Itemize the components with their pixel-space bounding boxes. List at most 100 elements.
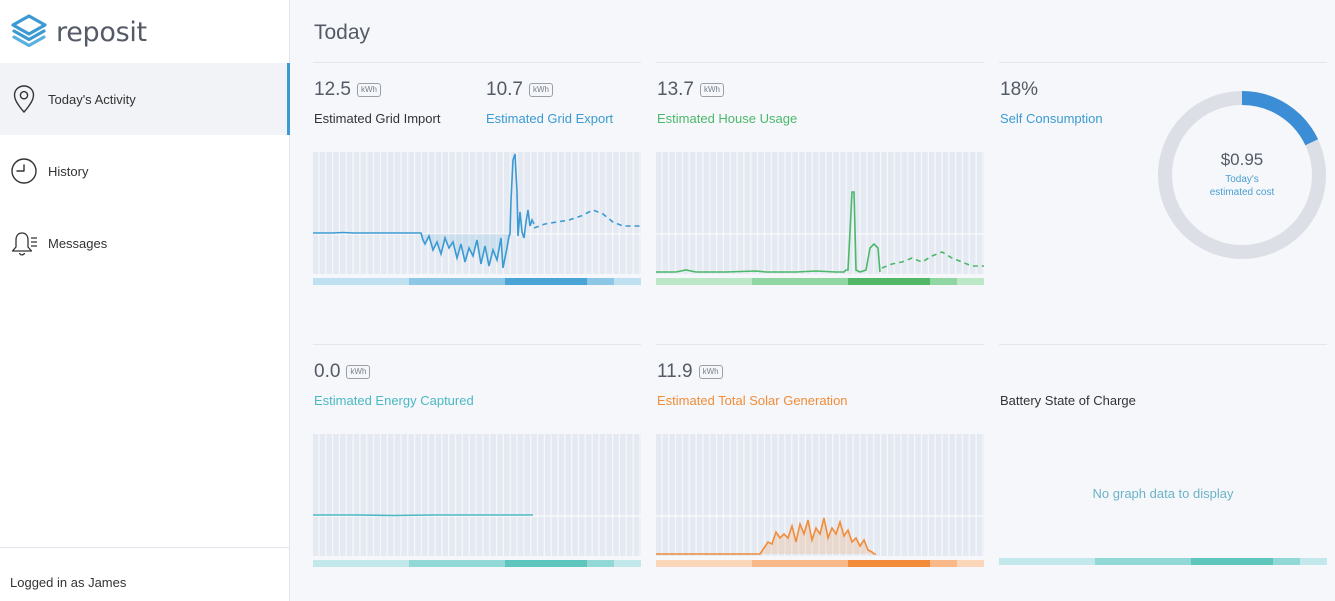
page-title: Today: [314, 21, 371, 44]
chart-column-gap: [695, 434, 697, 556]
time-segment: [614, 278, 641, 285]
chart-column-gap: [674, 434, 677, 556]
chart-column-gap: [893, 152, 895, 274]
chart-column-gap: [879, 152, 882, 274]
chart-column-gap: [475, 434, 477, 556]
battery-state-label: Battery State of Charge: [1000, 393, 1136, 408]
sidebar-nav: Today's Activity History Messages: [0, 63, 290, 279]
chart-column-gap: [530, 434, 532, 556]
time-segment: [1191, 558, 1273, 565]
self-consumption-label: Self Consumption: [1000, 111, 1103, 126]
reposit-logo-icon: [11, 14, 47, 48]
sidebar-item-label: Today's Activity: [48, 91, 136, 107]
chart-column-gap: [907, 152, 909, 274]
solar-generation-chart[interactable]: [656, 434, 984, 568]
chart-column-gap: [571, 152, 573, 274]
energy-captured-value: 0.0: [314, 361, 341, 382]
chart-plot-bg: [656, 152, 984, 274]
energy-captured-chart[interactable]: [313, 434, 641, 568]
chart-column-gap: [763, 434, 766, 556]
donut-arc: [1158, 91, 1326, 259]
chart-column-gap: [441, 152, 443, 274]
house-usage-chart[interactable]: [656, 152, 984, 286]
chart-column-gap: [948, 434, 950, 556]
chart-column-gap: [550, 152, 552, 274]
time-segment: [752, 278, 848, 285]
chart-column-gap: [756, 152, 759, 274]
chart-column-gap: [482, 152, 484, 274]
logged-in-status: Logged in as James: [0, 547, 289, 601]
solar-generation-label: Estimated Total Solar Generation: [657, 393, 848, 408]
time-segment: [957, 278, 984, 285]
chart-column-gap: [920, 152, 923, 274]
chart-column-gap: [791, 152, 793, 274]
chart-column-gap: [668, 434, 670, 556]
cost-caption-line1: Today's: [1225, 174, 1259, 185]
chart-column-gap: [338, 152, 341, 274]
logo[interactable]: reposit: [10, 12, 147, 52]
time-segment: [1300, 558, 1327, 565]
house-usage-forecast-line: [881, 251, 984, 269]
chart-column-gap: [825, 152, 827, 274]
chart-column-gap: [413, 152, 416, 274]
chart-column-gap: [516, 434, 518, 556]
chart-column-gap: [427, 152, 429, 274]
chart-column-gap: [859, 434, 861, 556]
chart-column-gap: [468, 152, 470, 274]
chart-plot-bg: [656, 434, 984, 556]
chart-column-gap: [941, 434, 943, 556]
grid-export-metric: 10.7 kWh: [486, 79, 553, 101]
chart-column-gap: [832, 152, 834, 274]
chart-column-gap: [934, 152, 936, 274]
cost-display: $0.95 Today's estimated cost: [1156, 150, 1328, 199]
chart-column-gap: [495, 434, 498, 556]
chart-column-gap: [598, 152, 600, 274]
house-usage-metric: 13.7 kWh: [657, 79, 724, 101]
chart-column-gap: [961, 152, 964, 274]
chart-plot-bg: [313, 434, 641, 556]
chart-column-gap: [420, 434, 423, 556]
chart-column-gap: [770, 152, 772, 274]
grid-export-label: Estimated Grid Export: [486, 111, 614, 126]
chart-column-gap: [743, 152, 745, 274]
cost-caption-line2: estimated cost: [1209, 187, 1275, 198]
chart-column-gap: [379, 152, 382, 274]
chart-column-gap: [454, 152, 457, 274]
chart-column-gap: [893, 434, 895, 556]
house-usage-card: 13.7 kWh Estimated House Usage: [656, 62, 984, 302]
grid-import-metric: 12.5 kWh: [314, 79, 381, 101]
chart-column-gap: [325, 152, 327, 274]
chart-column-gap: [982, 152, 984, 274]
chart-column-gap: [900, 152, 902, 274]
chart-column-gap: [372, 152, 375, 274]
time-segment: [848, 278, 930, 285]
time-segment: [930, 278, 957, 285]
chart-column-gap: [557, 434, 559, 556]
unit-badge: kWh: [528, 83, 553, 97]
chart-column-gap: [489, 434, 491, 556]
chart-column-gap: [632, 152, 634, 274]
chart-column-gap: [866, 152, 868, 274]
time-segment: [313, 560, 409, 567]
energy-captured-line: [313, 514, 533, 517]
chart-column-gap: [729, 152, 731, 274]
sidebar-item-todays-activity[interactable]: Today's Activity: [0, 63, 290, 135]
time-segment: [587, 278, 614, 285]
battery-state-card: Battery State of Charge: [999, 344, 1327, 584]
sidebar-item-history[interactable]: History: [0, 135, 290, 207]
grid-chart[interactable]: [313, 152, 641, 286]
chart-column-gap: [611, 434, 614, 556]
chart-column-gap: [954, 152, 957, 274]
energy-captured-metric: 0.0 kWh: [314, 361, 371, 383]
chart-column-gap: [873, 152, 875, 274]
sidebar-item-messages[interactable]: Messages: [0, 207, 290, 279]
chart-column-gap: [811, 152, 813, 274]
chart-column-gap: [859, 152, 861, 274]
chart-column-gap: [454, 434, 457, 556]
time-segment: [409, 560, 505, 567]
time-segment: [656, 560, 752, 567]
time-segment: [1273, 558, 1300, 565]
chart-column-gap: [543, 434, 545, 556]
unit-badge: kWh: [346, 365, 371, 379]
chart-column-gap: [681, 434, 684, 556]
